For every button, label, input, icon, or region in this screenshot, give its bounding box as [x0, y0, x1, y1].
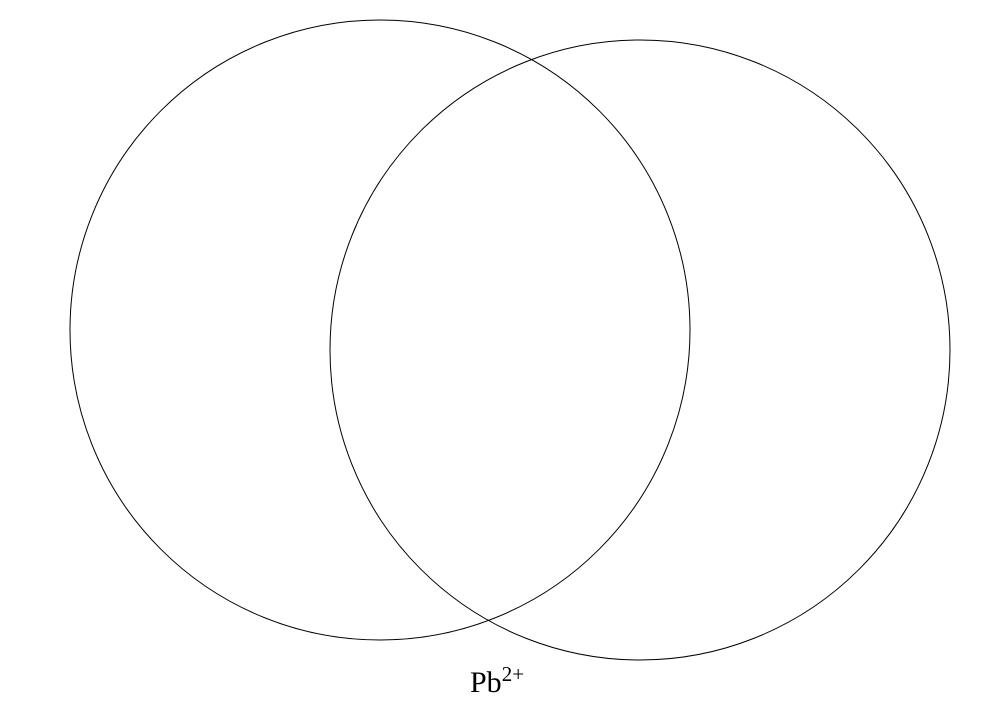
chemical-label: Pb2+	[470, 662, 524, 700]
right-circle	[330, 40, 950, 660]
venn-svg	[0, 0, 1000, 714]
venn-diagram-container: Pb2+	[0, 0, 1000, 714]
label-base: Pb	[470, 666, 502, 699]
label-superscript: 2+	[502, 662, 524, 686]
left-circle	[70, 20, 690, 640]
